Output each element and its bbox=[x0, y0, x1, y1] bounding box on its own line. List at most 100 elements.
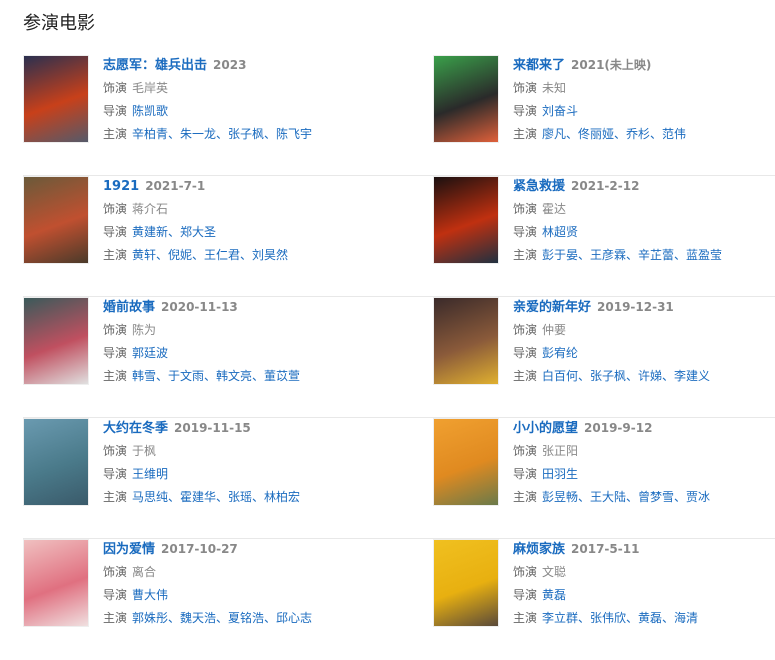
role-label: 饰演 bbox=[103, 202, 128, 216]
director-label: 导演 bbox=[103, 225, 128, 239]
movie-card: 小小的愿望 2019-9-12 饰演 张正阳 导演 田羽生 主演 彭昱畅、王大陆、曾梦雪… bbox=[433, 418, 773, 518]
movie-poster[interactable] bbox=[23, 297, 89, 385]
director-link[interactable]: 刘奋斗 bbox=[542, 104, 579, 118]
role-name: 仲要 bbox=[542, 323, 567, 337]
movie-poster[interactable] bbox=[23, 55, 89, 143]
movie-title-link[interactable]: 麻烦家族 bbox=[513, 542, 566, 557]
director-label: 导演 bbox=[513, 467, 538, 481]
movie-row: 志愿军：雄兵出击 2023 饰演 毛岸英 导演 陈凯歌 主演 辛柏青、朱一龙、张子枫、陈… bbox=[23, 55, 775, 176]
director-label: 导演 bbox=[513, 588, 538, 602]
director-link[interactable]: 田羽生 bbox=[542, 467, 579, 481]
movie-poster[interactable] bbox=[23, 176, 89, 264]
cast-links[interactable]: 李立群、张伟欣、黄磊、海清 bbox=[542, 611, 699, 625]
movie-row: 1921 2021-7-1 饰演 蒋介石 导演 黄建新、郑大圣 主演 黄轩、倪妮、王仁君… bbox=[23, 176, 775, 297]
director-label: 导演 bbox=[513, 225, 538, 239]
movie-card: 紧急救援 2021-2-12 饰演 霍达 导演 林超贤 主演 彭于晏、王彦霖、辛芷蕾、蓝… bbox=[433, 176, 773, 276]
movie-title-link[interactable]: 紧急救援 bbox=[513, 179, 566, 194]
role-name: 离合 bbox=[132, 565, 157, 579]
cast-links[interactable]: 彭昱畅、王大陆、曾梦雪、贾冰 bbox=[542, 490, 711, 504]
cast-label: 主演 bbox=[103, 369, 128, 383]
cast-label: 主演 bbox=[513, 490, 538, 504]
director-label: 导演 bbox=[513, 104, 538, 118]
role-name: 文聪 bbox=[542, 565, 567, 579]
cast-links[interactable]: 马思纯、霍建华、张瑶、林柏宏 bbox=[132, 490, 301, 504]
cast-label: 主演 bbox=[513, 127, 538, 141]
movie-poster[interactable] bbox=[23, 418, 89, 506]
movie-row: 因为爱情 2017-10-27 饰演 离合 导演 曹大伟 主演 郭姝彤、魏天浩、夏铭浩、… bbox=[23, 539, 775, 660]
movie-row: 婚前故事 2020-11-13 饰演 陈为 导演 郭廷波 主演 韩雪、于文雨、韩文亮、董… bbox=[23, 297, 775, 418]
cast-label: 主演 bbox=[103, 127, 128, 141]
role-name: 于枫 bbox=[132, 444, 157, 458]
director-link[interactable]: 曹大伟 bbox=[132, 588, 169, 602]
page-title: 参演电影 bbox=[23, 13, 95, 34]
role-name: 霍达 bbox=[542, 202, 567, 216]
movie-title-link[interactable]: 来都来了 bbox=[513, 58, 566, 73]
director-label: 导演 bbox=[103, 588, 128, 602]
cast-label: 主演 bbox=[103, 248, 128, 262]
director-link[interactable]: 彭宥纶 bbox=[542, 346, 579, 360]
movie-date: 2017-5-11 bbox=[571, 542, 640, 556]
cast-label: 主演 bbox=[513, 248, 538, 262]
director-label: 导演 bbox=[103, 104, 128, 118]
role-label: 饰演 bbox=[103, 565, 128, 579]
role-name: 毛岸英 bbox=[132, 81, 169, 95]
role-label: 饰演 bbox=[103, 444, 128, 458]
movie-date: 2021-2-12 bbox=[571, 179, 640, 193]
movie-poster[interactable] bbox=[433, 55, 499, 143]
movie-date: 2019-12-31 bbox=[597, 300, 674, 314]
role-name: 陈为 bbox=[132, 323, 157, 337]
cast-links[interactable]: 黄轩、倪妮、王仁君、刘昊然 bbox=[132, 248, 289, 262]
director-link[interactable]: 王维明 bbox=[132, 467, 169, 481]
cast-links[interactable]: 辛柏青、朱一龙、张子枫、陈飞宇 bbox=[132, 127, 313, 141]
director-label: 导演 bbox=[103, 346, 128, 360]
cast-links[interactable]: 韩雪、于文雨、韩文亮、董苡萱 bbox=[132, 369, 301, 383]
cast-label: 主演 bbox=[103, 611, 128, 625]
director-link[interactable]: 陈凯歌 bbox=[132, 104, 169, 118]
director-link[interactable]: 黄建新、郑大圣 bbox=[132, 225, 217, 239]
movie-date: 2021(未上映) bbox=[571, 58, 652, 72]
movie-date: 2021-7-1 bbox=[145, 179, 206, 193]
movie-date: 2017-10-27 bbox=[161, 542, 238, 556]
cast-links[interactable]: 彭于晏、王彦霖、辛芷蕾、蓝盈莹 bbox=[542, 248, 723, 262]
row-divider bbox=[23, 417, 775, 418]
director-label: 导演 bbox=[513, 346, 538, 360]
director-link[interactable]: 郭廷波 bbox=[132, 346, 169, 360]
movie-title-link[interactable]: 志愿军：雄兵出击 bbox=[103, 58, 208, 73]
movie-title-link[interactable]: 婚前故事 bbox=[103, 300, 156, 315]
cast-label: 主演 bbox=[513, 369, 538, 383]
movie-card: 婚前故事 2020-11-13 饰演 陈为 导演 郭廷波 主演 韩雪、于文雨、韩文亮、董… bbox=[23, 297, 363, 397]
director-label: 导演 bbox=[103, 467, 128, 481]
movie-row: 大约在冬季 2019-11-15 饰演 于枫 导演 王维明 主演 马思纯、霍建华、张瑶、… bbox=[23, 418, 775, 539]
movie-date: 2019-11-15 bbox=[174, 421, 251, 435]
role-label: 饰演 bbox=[513, 323, 538, 337]
movie-poster[interactable] bbox=[433, 539, 499, 627]
role-name: 蒋介石 bbox=[132, 202, 169, 216]
movie-poster[interactable] bbox=[433, 297, 499, 385]
movie-poster[interactable] bbox=[433, 176, 499, 264]
movie-title-link[interactable]: 1921 bbox=[103, 179, 140, 194]
movie-title-link[interactable]: 因为爱情 bbox=[103, 542, 156, 557]
cast-links[interactable]: 廖凡、佟丽娅、乔杉、范伟 bbox=[542, 127, 687, 141]
movie-poster[interactable] bbox=[23, 539, 89, 627]
role-label: 饰演 bbox=[513, 444, 538, 458]
role-name: 张正阳 bbox=[542, 444, 579, 458]
movie-title-link[interactable]: 大约在冬季 bbox=[103, 421, 169, 436]
movie-card: 麻烦家族 2017-5-11 饰演 文聪 导演 黄磊 主演 李立群、张伟欣、黄磊、海清 bbox=[433, 539, 773, 639]
movie-title-link[interactable]: 亲爱的新年好 bbox=[513, 300, 592, 315]
role-label: 饰演 bbox=[103, 323, 128, 337]
movie-date: 2020-11-13 bbox=[161, 300, 238, 314]
cast-links[interactable]: 白百何、张子枫、许娣、李建义 bbox=[542, 369, 711, 383]
role-label: 饰演 bbox=[513, 202, 538, 216]
movie-title-link[interactable]: 小小的愿望 bbox=[513, 421, 579, 436]
director-link[interactable]: 林超贤 bbox=[542, 225, 579, 239]
movie-poster[interactable] bbox=[433, 418, 499, 506]
row-divider bbox=[23, 296, 775, 297]
row-divider bbox=[23, 175, 775, 176]
director-link[interactable]: 黄磊 bbox=[542, 588, 567, 602]
cast-label: 主演 bbox=[513, 611, 538, 625]
cast-links[interactable]: 郭姝彤、魏天浩、夏铭浩、邱心志 bbox=[132, 611, 313, 625]
role-label: 饰演 bbox=[513, 81, 538, 95]
movie-card: 来都来了 2021(未上映) 饰演 未知 导演 刘奋斗 主演 廖凡、佟丽娅、乔杉、范伟 bbox=[433, 55, 773, 155]
role-label: 饰演 bbox=[513, 565, 538, 579]
row-divider bbox=[23, 538, 775, 539]
